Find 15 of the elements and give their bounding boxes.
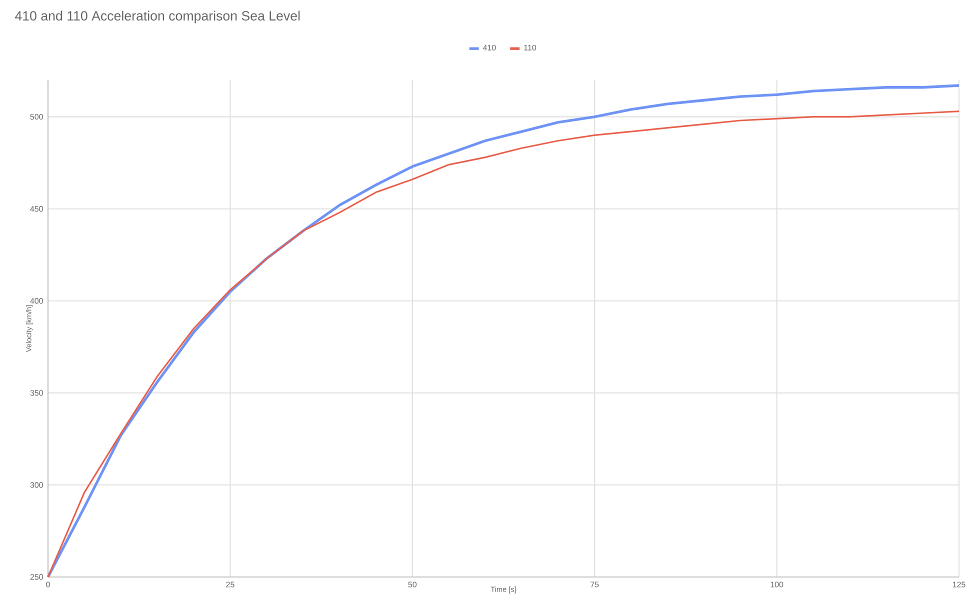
x-tick-label: 0 (46, 582, 50, 588)
x-tick-label: 125 (952, 582, 966, 588)
chart-title: 410 and 110 Acceleration comparison Sea Level (15, 10, 300, 24)
y-tick-label: 300 (30, 482, 43, 488)
x-tick-label: 50 (408, 582, 417, 588)
x-tick-label: 75 (590, 582, 599, 588)
x-tick-label: 25 (226, 582, 234, 588)
y-tick-label: 250 (30, 574, 43, 580)
y-tick-label: 500 (30, 114, 43, 120)
x-tick-label: 100 (770, 582, 784, 588)
y-tick-label: 350 (30, 390, 43, 396)
legend-label: 410 (482, 44, 496, 50)
y-tick-label: 450 (30, 206, 43, 212)
legend-label: 110 (524, 44, 536, 50)
y-tick-label: 400 (30, 298, 43, 304)
